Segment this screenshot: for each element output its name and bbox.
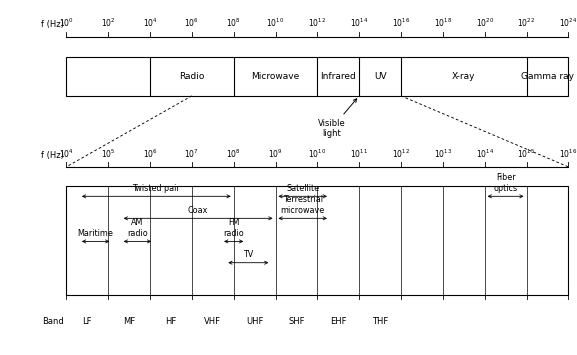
Text: $10^{6}$: $10^{6}$ (143, 147, 158, 160)
Text: $10^{4}$: $10^{4}$ (143, 17, 158, 29)
Text: f (Hz): f (Hz) (40, 151, 63, 160)
Text: $10^{15}$: $10^{15}$ (518, 147, 535, 160)
Text: $10^{7}$: $10^{7}$ (185, 147, 199, 160)
Text: $10^{5}$: $10^{5}$ (101, 147, 115, 160)
Text: $10^{4}$: $10^{4}$ (59, 147, 74, 160)
Text: $10^{8}$: $10^{8}$ (226, 147, 241, 160)
Text: $10^{14}$: $10^{14}$ (350, 17, 368, 29)
Text: $10^{16}$: $10^{16}$ (392, 17, 410, 29)
Text: THF: THF (372, 317, 388, 326)
Text: MF: MF (123, 317, 135, 326)
Text: Radio: Radio (179, 72, 204, 81)
Text: $10^{6}$: $10^{6}$ (185, 17, 199, 29)
Text: X-ray: X-ray (452, 72, 475, 81)
Text: $10^{9}$: $10^{9}$ (268, 147, 283, 160)
Text: LF: LF (83, 317, 92, 326)
Text: $10^{20}$: $10^{20}$ (475, 17, 494, 29)
Text: HF: HF (166, 317, 177, 326)
Text: $10^{12}$: $10^{12}$ (308, 17, 327, 29)
Text: VHF: VHF (204, 317, 221, 326)
Text: Infrared: Infrared (320, 72, 356, 81)
Text: $10^{18}$: $10^{18}$ (434, 17, 452, 29)
Text: SHF: SHF (288, 317, 305, 326)
Text: Visible
light: Visible light (317, 99, 357, 138)
Text: $10^{14}$: $10^{14}$ (475, 147, 494, 160)
Text: $10^{13}$: $10^{13}$ (434, 147, 452, 160)
Text: $10^{24}$: $10^{24}$ (559, 17, 577, 29)
Text: Band: Band (42, 317, 63, 326)
Text: FM
radio: FM radio (223, 218, 244, 238)
Text: TV: TV (243, 250, 253, 259)
Text: Satellite: Satellite (286, 184, 319, 193)
Text: $10^{10}$: $10^{10}$ (308, 147, 327, 160)
Text: EHF: EHF (330, 317, 347, 326)
Text: UHF: UHF (246, 317, 263, 326)
Text: Coax: Coax (188, 206, 208, 215)
Text: f (Hz): f (Hz) (40, 21, 63, 29)
Text: $10^{8}$: $10^{8}$ (226, 17, 241, 29)
Text: $10^{12}$: $10^{12}$ (392, 147, 410, 160)
Text: Terrestrial
microwave: Terrestrial microwave (280, 195, 325, 215)
Text: $10^{0}$: $10^{0}$ (59, 17, 74, 29)
Text: Maritime: Maritime (78, 229, 114, 238)
Text: $10^{16}$: $10^{16}$ (559, 147, 577, 160)
Text: UV: UV (374, 72, 387, 81)
Text: $10^{10}$: $10^{10}$ (267, 17, 284, 29)
Text: Twisted pair: Twisted pair (132, 184, 180, 193)
Bar (66, 186, 568, 295)
Text: $10^{2}$: $10^{2}$ (101, 17, 115, 29)
Text: $10^{22}$: $10^{22}$ (518, 17, 535, 29)
Bar (66, 57, 568, 96)
Text: Fiber
optics: Fiber optics (493, 173, 518, 193)
Text: Gamma ray: Gamma ray (521, 72, 574, 81)
Text: AM
radio: AM radio (127, 218, 148, 238)
Text: Microwave: Microwave (252, 72, 299, 81)
Text: $10^{11}$: $10^{11}$ (350, 147, 368, 160)
